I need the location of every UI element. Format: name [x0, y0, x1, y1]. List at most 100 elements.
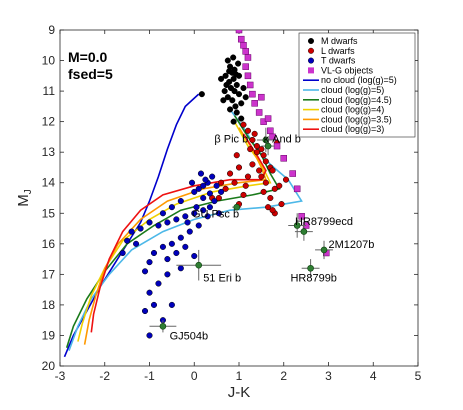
x-tick-label: 2: [280, 369, 287, 383]
companion-point: [307, 264, 314, 272]
data-point: [222, 72, 229, 79]
data-point: [155, 280, 162, 287]
data-point: [215, 194, 222, 202]
scatter-points: [119, 30, 330, 339]
data-point: [233, 81, 240, 89]
vlg-point: [249, 90, 256, 98]
x-tick-label: -3: [55, 369, 66, 383]
y-tick-label: 17: [42, 267, 56, 281]
vlg-point: [246, 81, 254, 89]
y-axis-ticks: 9 10 11 12 13 14 15 16 17 18 19 20: [42, 23, 418, 373]
companion-label: GJ504b: [170, 330, 209, 342]
data-point: [231, 179, 238, 186]
legend-label: cloud (log(g)=4.5): [321, 95, 392, 105]
data-point: [206, 204, 213, 211]
data-point: [164, 256, 171, 263]
data-point: [195, 185, 202, 192]
data-point: [159, 210, 166, 217]
data-point: [191, 210, 198, 217]
legend-marker: [308, 47, 315, 54]
x-tick-label: 0: [191, 369, 198, 383]
companion-objects: β Pic b κ And b GU Psc b 51 Eri b HR8799ecd 2…: [149, 127, 374, 342]
data-point: [218, 179, 225, 186]
vlg-point: [251, 100, 258, 107]
data-point: [137, 225, 144, 232]
data-point: [251, 130, 258, 137]
x-tick-label: -2: [99, 369, 110, 383]
data-point: [193, 204, 200, 211]
data-point: [191, 252, 198, 260]
legend-label: T dwarfs: [321, 56, 356, 66]
data-point: [195, 222, 202, 229]
data-point: [235, 60, 242, 67]
vlg-point: [244, 54, 252, 61]
data-point: [267, 194, 274, 202]
vlg-point: [235, 30, 243, 34]
data-point: [168, 204, 175, 211]
legend-label: no cloud (log(g)=5): [321, 75, 397, 85]
data-point: [240, 121, 247, 128]
data-point: [235, 164, 243, 171]
y-tick-label: 15: [42, 206, 56, 220]
data-point: [213, 182, 220, 189]
y-tick-label: 11: [43, 84, 56, 98]
data-point: [224, 94, 231, 101]
data-point: [191, 188, 198, 195]
data-point: [119, 249, 126, 257]
companion-point: [300, 228, 308, 235]
data-point: [182, 243, 189, 250]
data-point: [271, 185, 278, 192]
companion-point: [264, 142, 272, 150]
companion-point: [195, 261, 203, 269]
data-point: [173, 249, 180, 257]
companion-point: [262, 136, 270, 144]
y-tick-label: 19: [42, 328, 56, 342]
data-point: [235, 91, 243, 98]
data-point: [226, 68, 233, 75]
legend-marker: [308, 57, 315, 64]
data-point: [231, 88, 238, 95]
data-point: [269, 207, 276, 214]
model-line: [90, 133, 267, 333]
data-point: [182, 213, 189, 220]
data-point: [240, 84, 247, 92]
y-tick-label: 10: [42, 54, 56, 68]
companion-point: [293, 222, 301, 229]
vlg-point: [264, 115, 272, 122]
data-point: [146, 332, 153, 339]
y-axis-label: MJ: [15, 189, 34, 207]
data-point: [200, 182, 207, 189]
data-point: [244, 173, 251, 180]
legend-label: cloud (log(g)=3): [321, 124, 384, 134]
data-point: [184, 219, 191, 226]
data-point: [204, 213, 211, 220]
vlg-point: [237, 35, 245, 43]
data-point: [230, 54, 237, 61]
data-point: [198, 91, 205, 98]
data-point: [124, 237, 131, 244]
data-point: [238, 100, 245, 107]
y-tick-label: 14: [42, 176, 56, 190]
data-point: [249, 136, 256, 144]
data-point: [177, 234, 184, 241]
data-point: [278, 201, 285, 208]
data-point: [177, 265, 184, 272]
data-point: [177, 198, 184, 205]
data-point: [227, 106, 234, 113]
vlg-point: [242, 48, 249, 55]
legend-label: cloud (log(g)=4): [321, 105, 384, 115]
legend-marker: [308, 67, 314, 74]
data-point: [218, 75, 225, 82]
vlg-point: [244, 72, 252, 80]
data-point: [197, 170, 205, 177]
data-point: [282, 176, 290, 183]
vlg-point: [242, 63, 249, 70]
data-point: [229, 97, 236, 104]
companion-label: β Pic b: [214, 133, 248, 145]
companion-label: HR8799b: [290, 272, 336, 284]
model-line: [83, 127, 268, 345]
data-point: [221, 88, 228, 95]
y-tick-label: 12: [42, 115, 56, 129]
